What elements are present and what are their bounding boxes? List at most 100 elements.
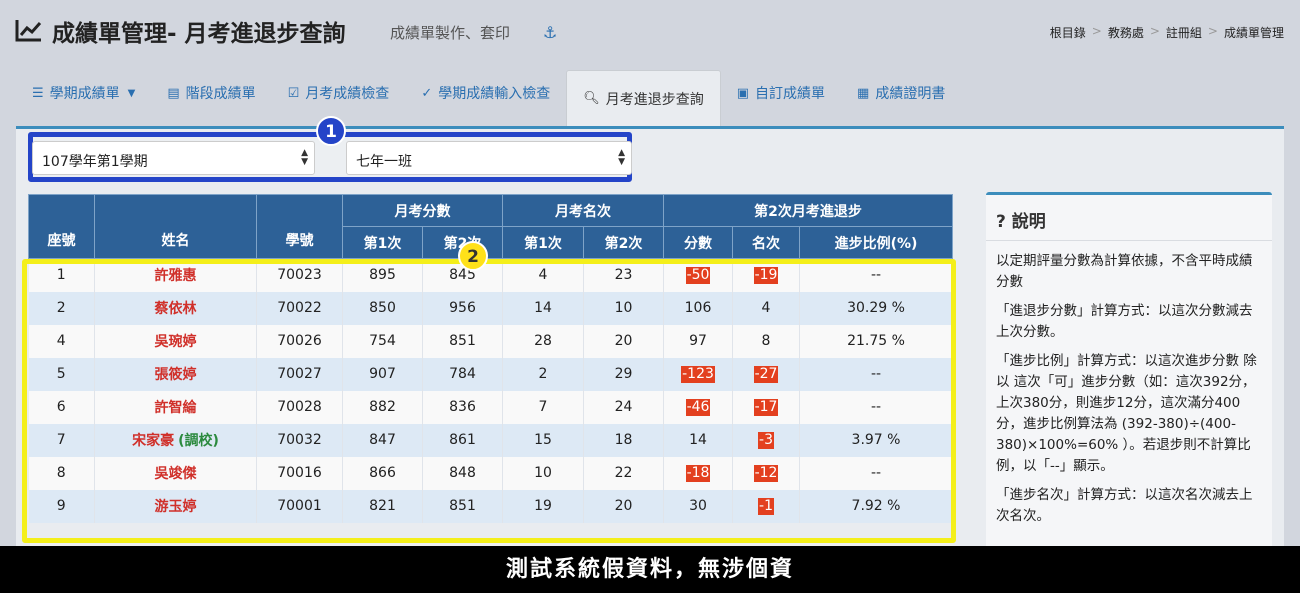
cell-name: 張筱婷 bbox=[94, 357, 257, 391]
help-paragraph: 「進退步分數」計算方式：以這次分數減去上次分數。 bbox=[996, 303, 1253, 340]
page-header: 成績單管理- 月考進退步查詢 成績單製作、套印 ⚓ 根目錄 > 教務處 > 註冊… bbox=[0, 0, 1300, 64]
table-row: 7 宋家豪 (調校) 70032 847 861 15 18 14 -3 3.97 % bbox=[28, 423, 953, 457]
cell-id: 70026 bbox=[256, 324, 343, 358]
negative-value: -3 bbox=[758, 431, 774, 449]
cell-id: 70022 bbox=[256, 291, 343, 325]
breadcrumb-item-root[interactable]: 根目錄 bbox=[1049, 26, 1086, 40]
cell-sd: 30 bbox=[663, 489, 733, 523]
cell-id: 70023 bbox=[256, 258, 343, 292]
progress-table: 座號 姓名 學號 月考分數 月考名次 第2次月考進退步 第1次 第2次 第1次 … bbox=[28, 194, 953, 523]
cell-s1: 907 bbox=[342, 357, 423, 391]
cell-seat: 1 bbox=[28, 258, 95, 292]
page-subtitle: 成績單製作、套印 bbox=[390, 24, 511, 42]
student-name[interactable]: 吳竣傑 bbox=[154, 466, 197, 482]
breadcrumb-item-registry[interactable]: 註冊組 bbox=[1165, 26, 1202, 40]
col-header-name: 姓名 bbox=[94, 194, 257, 259]
negative-value: -123 bbox=[681, 365, 715, 383]
cell-r1: 28 bbox=[502, 324, 584, 358]
cell-id: 70016 bbox=[256, 456, 343, 490]
student-name[interactable]: 許雅惠 bbox=[154, 268, 197, 285]
cell-sd: -123 bbox=[663, 357, 733, 391]
table-overflow-row bbox=[30, 540, 950, 546]
table-row: 5 張筱婷 70027 907 784 2 29 -123 -27 -- bbox=[28, 357, 953, 391]
tab-progress-query[interactable]: 🔍︎ 月考進退步查詢 bbox=[566, 70, 721, 126]
col-header-rank-1: 第1次 bbox=[502, 226, 584, 259]
cell-sd: 97 bbox=[663, 324, 733, 358]
anchor-icon[interactable]: ⚓ bbox=[543, 23, 558, 42]
cell-r2: 18 bbox=[583, 423, 664, 457]
student-name[interactable]: 蔡依林 bbox=[154, 301, 197, 317]
help-paragraph: 以定期評量分數為計算依據，不含平時成績分數 bbox=[996, 253, 1253, 290]
cell-s1: 866 bbox=[342, 456, 423, 490]
checkbox-icon: ☑ bbox=[287, 85, 300, 101]
tab-label: 自訂成績單 bbox=[755, 86, 826, 102]
cell-seat: 5 bbox=[28, 357, 95, 391]
breadcrumb-item-academic[interactable]: 教務處 bbox=[1107, 26, 1144, 40]
select-arrows-icon: ▲ ▼ bbox=[301, 148, 308, 167]
cell-r1: 2 bbox=[502, 357, 584, 391]
breadcrumb-item-current: 成績單管理 bbox=[1223, 26, 1284, 40]
step-badge-1: 1 bbox=[316, 116, 346, 146]
cell-rd: -19 bbox=[732, 258, 800, 292]
breadcrumb: 根目錄 > 教務處 > 註冊組 > 成績單管理 bbox=[1050, 24, 1284, 41]
breadcrumb-separator: > bbox=[1207, 24, 1218, 38]
tab-monthly-check[interactable]: ☑ 月考成績檢查 bbox=[272, 70, 406, 116]
cell-s2: 784 bbox=[422, 357, 503, 391]
term-select[interactable]: 107學年第1學期 ▲ ▼ bbox=[32, 141, 315, 175]
tab-custom-report[interactable]: ▣ 自訂成績單 bbox=[721, 70, 841, 116]
negative-value: -17 bbox=[753, 398, 779, 416]
term-select-value: 107學年第1學期 bbox=[42, 154, 148, 170]
cell-s2: 861 bbox=[422, 423, 503, 457]
cell-rd: 4 bbox=[732, 291, 800, 325]
table-row: 4 吳琬婷 70026 754 851 28 20 97 8 21.75 % bbox=[28, 324, 953, 358]
transfer-note: (調校) bbox=[178, 433, 219, 449]
cell-r1: 7 bbox=[502, 390, 584, 424]
cell-ratio: -- bbox=[799, 390, 953, 424]
student-name[interactable]: 張筱婷 bbox=[154, 367, 197, 383]
cell-r2: 20 bbox=[583, 324, 664, 358]
cell-s2: 956 bbox=[422, 291, 503, 325]
select-arrows-icon: ▲ ▼ bbox=[618, 148, 625, 167]
cell-ratio: 7.92 % bbox=[799, 489, 953, 523]
cell-seat: 4 bbox=[28, 324, 95, 358]
help-paragraph: 「進步比例」計算方式：以這次進步分數 除以 這次「可」進步分數（如：這次392分… bbox=[996, 353, 1257, 474]
tab-certificate[interactable]: ▦ 成績證明書 bbox=[841, 70, 961, 116]
table-row: 9 游玉婷 70001 821 851 19 20 30 -1 7.92 % bbox=[28, 489, 953, 523]
list-icon: ☰ bbox=[32, 85, 44, 101]
cell-r1: 10 bbox=[502, 456, 584, 490]
tab-semester-report[interactable]: ☰ 學期成績單 ▼ bbox=[16, 70, 151, 116]
cell-r1: 19 bbox=[502, 489, 584, 523]
tab-bar: ☰ 學期成績單 ▼ ▤ 階段成績單 ☑ 月考成績檢查 ✓ 學期成績輸入檢查 🔍︎… bbox=[16, 70, 961, 126]
tab-label: 學期成績輸入檢查 bbox=[438, 86, 551, 102]
cell-s2: 851 bbox=[422, 324, 503, 358]
help-panel-body: 以定期評量分數為計算依據，不含平時成績分數 「進退步分數」計算方式：以這次分數減… bbox=[996, 251, 1264, 535]
tab-label: 階段成績單 bbox=[185, 86, 256, 102]
tab-stage-report[interactable]: ▤ 階段成績單 bbox=[151, 70, 271, 116]
cell-id: 70027 bbox=[256, 357, 343, 391]
page-title: 成績單管理- 月考進退步查詢 bbox=[52, 21, 346, 47]
cell-name: 游玉婷 bbox=[94, 489, 257, 523]
help-paragraph: 「進步名次」計算方式：以這次名次減去上次名次。 bbox=[996, 487, 1253, 524]
negative-value: -18 bbox=[685, 464, 711, 482]
negative-value: -50 bbox=[685, 266, 711, 284]
cell-name: 宋家豪 (調校) bbox=[94, 423, 257, 457]
col-group-progress: 第2次月考進退步 bbox=[663, 194, 953, 227]
student-name[interactable]: 游玉婷 bbox=[154, 499, 197, 515]
cell-rd: -3 bbox=[732, 423, 800, 457]
cell-ratio: -- bbox=[799, 456, 953, 490]
student-name[interactable]: 許智綸 bbox=[154, 400, 197, 416]
class-select[interactable]: 七年一班 ▲ ▼ bbox=[346, 141, 632, 175]
cell-seat: 9 bbox=[28, 489, 95, 523]
col-group-score: 月考分數 bbox=[342, 194, 503, 227]
student-name[interactable]: 宋家豪 bbox=[132, 433, 175, 449]
cell-seat: 7 bbox=[28, 423, 95, 457]
cell-rd: -12 bbox=[732, 456, 800, 490]
cell-name: 吳琬婷 bbox=[94, 324, 257, 358]
cell-rd: -1 bbox=[732, 489, 800, 523]
cell-seat: 2 bbox=[28, 291, 95, 325]
student-name[interactable]: 吳琬婷 bbox=[154, 334, 197, 350]
negative-value: -12 bbox=[753, 464, 779, 482]
card-icon: ▣ bbox=[736, 85, 750, 101]
tab-semester-input-check[interactable]: ✓ 學期成績輸入檢查 bbox=[405, 70, 566, 116]
cell-s2: 848 bbox=[422, 456, 503, 490]
